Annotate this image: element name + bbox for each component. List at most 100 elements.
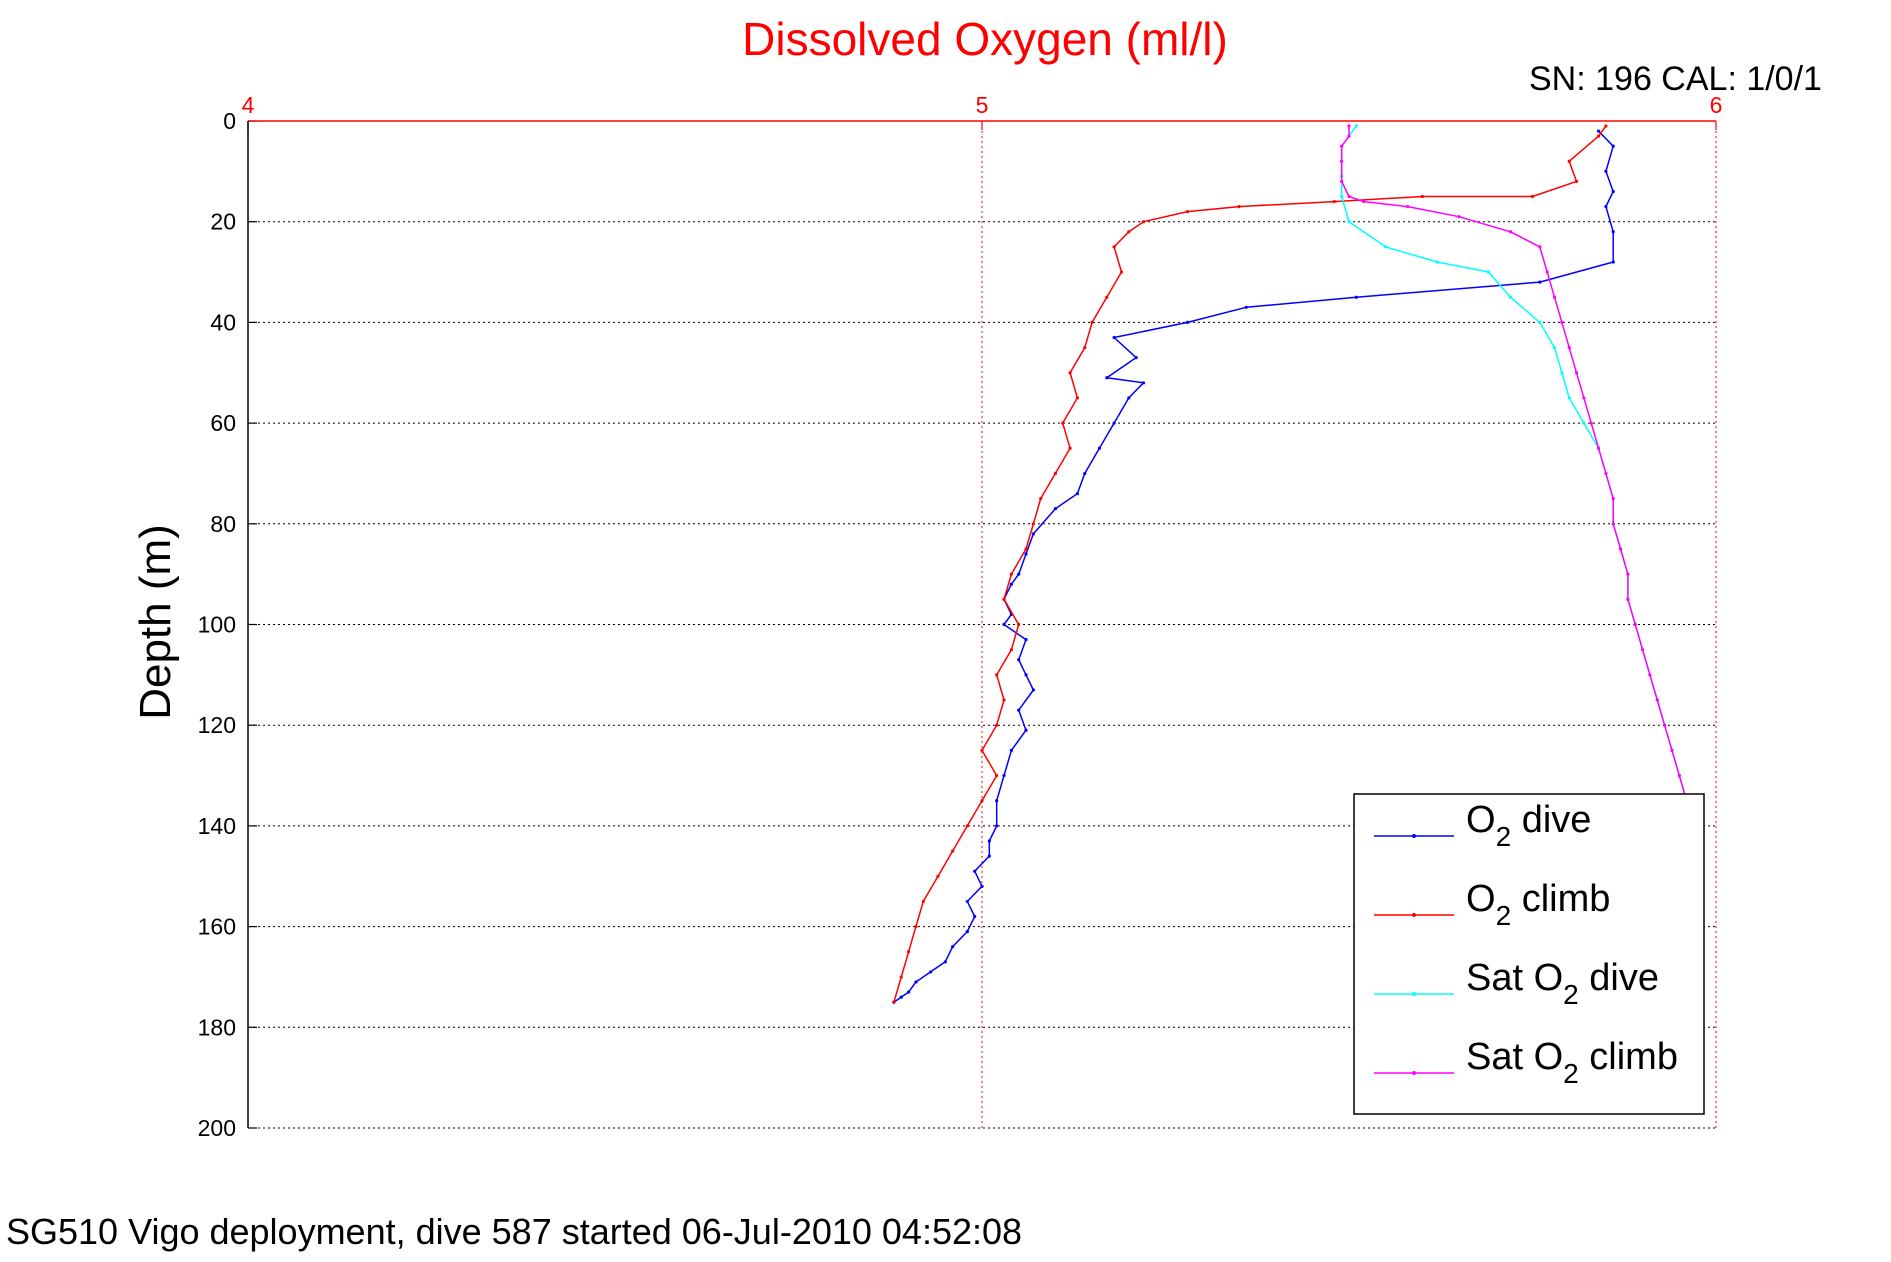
series-line-3 [1340, 126, 1688, 801]
series-point-3 [1670, 748, 1674, 752]
legend: O2 dive O2 climb Sat O2 dive Sat O2 climb [1353, 793, 1705, 1115]
series-point-1 [980, 799, 984, 803]
legend-marker-1 [1412, 913, 1416, 917]
series-point-0 [1105, 376, 1109, 380]
legend-marker-2 [1412, 992, 1416, 996]
series-point-0 [1031, 532, 1035, 536]
y-tick-label: 0 [223, 108, 236, 134]
series-point-0 [1611, 144, 1615, 148]
series-point-3 [1406, 204, 1410, 209]
series-point-1 [921, 899, 925, 904]
series-point-2 [1538, 320, 1542, 324]
series-point-0 [1024, 728, 1028, 732]
series-point-3 [1567, 345, 1571, 350]
series-point-0 [1002, 773, 1006, 778]
series-point-0 [1611, 260, 1615, 264]
y-tick-label: 140 [198, 813, 236, 839]
series-point-0 [951, 945, 955, 949]
series-point-0 [1097, 446, 1102, 450]
series-point-1 [1105, 295, 1109, 299]
series-point-3 [1611, 497, 1615, 501]
series-point-3 [1596, 446, 1601, 450]
series-point-0 [973, 914, 977, 919]
series-point-0 [1083, 471, 1087, 476]
chart-title: Dissolved Oxygen (ml/l) [742, 13, 1228, 65]
series-point-0 [914, 980, 918, 984]
series-point-0 [1611, 230, 1615, 234]
series-point-3 [1618, 547, 1623, 551]
series-point-0 [1127, 396, 1131, 400]
series-point-0 [1024, 638, 1028, 642]
series-line-2 [1340, 125, 1688, 801]
series-point-3 [1663, 723, 1667, 727]
series-point-1 [936, 874, 940, 878]
series-point-0 [987, 854, 991, 858]
series-point-3 [1538, 245, 1542, 249]
series-point-1 [1024, 547, 1028, 551]
series-point-3 [1347, 134, 1351, 138]
series-point-1 [1420, 194, 1424, 199]
series-point-1 [951, 849, 955, 853]
series-point-3 [1633, 622, 1637, 627]
series-point-1 [995, 673, 999, 677]
series-point-1 [1604, 124, 1608, 128]
series-point-3 [1340, 179, 1344, 184]
series-point-1 [1053, 471, 1057, 476]
series-point-2 [1486, 270, 1491, 274]
series-point-0 [1053, 507, 1057, 511]
series-point-1 [1031, 522, 1035, 526]
series-layer [892, 124, 1689, 1004]
x-tick-label: 6 [1710, 92, 1723, 118]
y-tick-label: 180 [198, 1014, 236, 1040]
series-point-0 [1112, 335, 1116, 340]
series-point-2 [1508, 295, 1513, 299]
series-point-1 [1119, 270, 1124, 274]
series-point-1 [1068, 446, 1072, 450]
series-point-0 [1141, 381, 1146, 385]
series-point-0 [1538, 280, 1542, 284]
series-point-3 [1508, 230, 1513, 234]
series-point-1 [1112, 245, 1116, 249]
series-point-0 [965, 899, 969, 904]
y-tick-label: 40 [210, 309, 236, 335]
series-point-1 [1002, 597, 1006, 601]
series-point-0 [1002, 622, 1006, 627]
legend-marker-3 [1412, 1071, 1416, 1075]
series-point-0 [907, 990, 911, 994]
series-point-2 [1340, 194, 1344, 199]
y-tick-label: 160 [198, 914, 236, 940]
x-tick-label: 5 [976, 92, 989, 118]
series-point-1 [1083, 345, 1087, 350]
legend-label-2: Sat O2 dive [1466, 957, 1659, 1010]
series-point-0 [1009, 748, 1013, 752]
series-point-1 [995, 723, 999, 727]
series-point-0 [1604, 169, 1608, 173]
series-point-3 [1545, 270, 1549, 274]
series-point-3 [1582, 396, 1586, 400]
series-point-1 [1237, 204, 1241, 209]
y-tick-label: 100 [198, 612, 236, 638]
series-point-0 [1604, 204, 1608, 209]
series-point-1 [1141, 220, 1146, 224]
series-point-1 [1332, 199, 1336, 204]
y-tick-label: 20 [210, 209, 236, 235]
series-point-2 [1582, 421, 1586, 425]
series-point-1 [995, 773, 999, 778]
series-point-3 [1560, 320, 1564, 324]
series-point-2 [1435, 260, 1439, 264]
series-point-3 [1552, 295, 1557, 299]
legend-box [1353, 793, 1705, 1115]
series-point-1 [1075, 396, 1080, 400]
series-point-3 [1626, 572, 1630, 576]
series-point-3 [1655, 698, 1659, 702]
series-point-0 [1009, 582, 1013, 586]
series-point-1 [1574, 179, 1579, 184]
legend-label-0: O2 dive [1466, 799, 1591, 852]
series-point-3 [1589, 421, 1593, 425]
series-point-1 [1567, 159, 1571, 163]
series-point-1 [1090, 320, 1094, 324]
series-point-2 [1552, 345, 1557, 350]
y-axis-label: Depth (m) [131, 524, 180, 720]
series-point-1 [892, 1000, 896, 1004]
